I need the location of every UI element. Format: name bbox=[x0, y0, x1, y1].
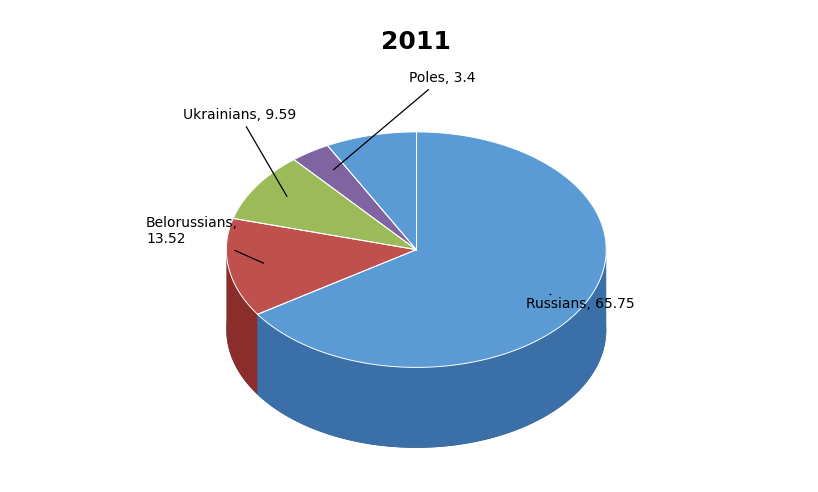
Polygon shape bbox=[258, 250, 606, 448]
Polygon shape bbox=[227, 218, 416, 314]
Text: 2011: 2011 bbox=[381, 31, 452, 55]
Polygon shape bbox=[327, 132, 416, 249]
Polygon shape bbox=[227, 212, 606, 448]
Text: Ukrainians, 9.59: Ukrainians, 9.59 bbox=[182, 107, 296, 196]
Text: Russians, 65.75: Russians, 65.75 bbox=[526, 294, 635, 311]
Polygon shape bbox=[258, 249, 416, 395]
Polygon shape bbox=[258, 132, 606, 368]
Polygon shape bbox=[294, 146, 416, 249]
Text: Poles, 3.4: Poles, 3.4 bbox=[334, 71, 475, 170]
Text: Belorussians,
13.52: Belorussians, 13.52 bbox=[146, 216, 263, 263]
Polygon shape bbox=[227, 250, 258, 395]
Polygon shape bbox=[258, 249, 416, 395]
Polygon shape bbox=[233, 159, 416, 249]
